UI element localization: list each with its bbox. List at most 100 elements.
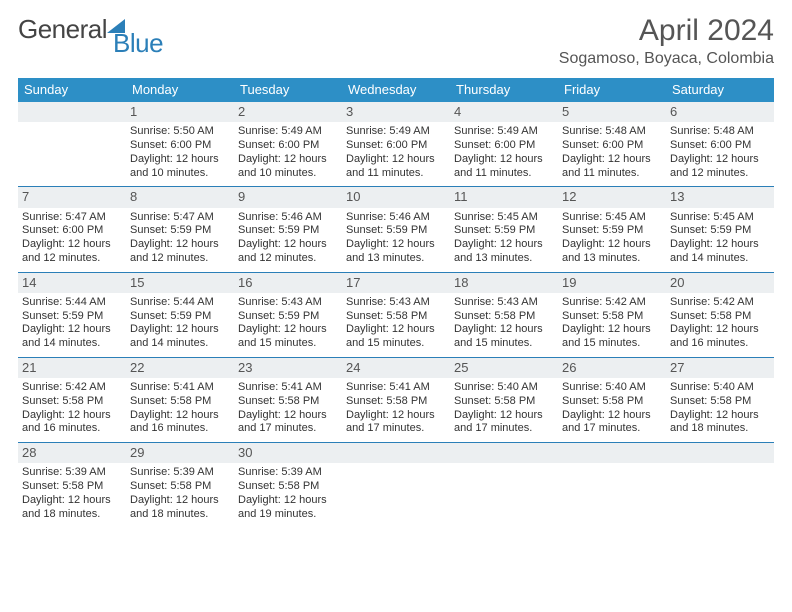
sunset-text: Sunset: 6:00 PM (22, 224, 122, 238)
calendar-cell (558, 443, 666, 527)
day-number: 11 (450, 187, 558, 207)
day-number: 9 (234, 187, 342, 207)
sunrise-text: Sunrise: 5:44 AM (22, 296, 122, 310)
daylight-text-1: Daylight: 12 hours (130, 238, 230, 252)
sunrise-text: Sunrise: 5:48 AM (562, 125, 662, 139)
daylight-text-2: and 16 minutes. (22, 422, 122, 436)
sunrise-text: Sunrise: 5:42 AM (22, 381, 122, 395)
logo-text-2: Blue (113, 28, 163, 59)
day-number: 6 (666, 102, 774, 122)
calendar-cell (450, 443, 558, 527)
calendar-cell (18, 102, 126, 186)
sunset-text: Sunset: 5:58 PM (346, 310, 446, 324)
day-number: 22 (126, 358, 234, 378)
sunset-text: Sunset: 5:58 PM (130, 395, 230, 409)
sunrise-text: Sunrise: 5:43 AM (346, 296, 446, 310)
calendar-cell: 22Sunrise: 5:41 AMSunset: 5:58 PMDayligh… (126, 358, 234, 442)
sunset-text: Sunset: 6:00 PM (562, 139, 662, 153)
daylight-text-2: and 18 minutes. (130, 508, 230, 522)
sunrise-text: Sunrise: 5:48 AM (670, 125, 770, 139)
daylight-text-2: and 16 minutes. (130, 422, 230, 436)
sunset-text: Sunset: 5:58 PM (238, 480, 338, 494)
daylight-text-2: and 19 minutes. (238, 508, 338, 522)
calendar-cell: 4Sunrise: 5:49 AMSunset: 6:00 PMDaylight… (450, 102, 558, 186)
daylight-text-2: and 14 minutes. (130, 337, 230, 351)
sunset-text: Sunset: 5:58 PM (130, 480, 230, 494)
sunrise-text: Sunrise: 5:41 AM (346, 381, 446, 395)
calendar-cell: 17Sunrise: 5:43 AMSunset: 5:58 PMDayligh… (342, 273, 450, 357)
day-header: Saturday (666, 78, 774, 102)
calendar-cell: 1Sunrise: 5:50 AMSunset: 6:00 PMDaylight… (126, 102, 234, 186)
sunset-text: Sunset: 5:58 PM (454, 395, 554, 409)
daylight-text-1: Daylight: 12 hours (238, 153, 338, 167)
sunset-text: Sunset: 5:59 PM (670, 224, 770, 238)
sunset-text: Sunset: 5:59 PM (22, 310, 122, 324)
sunrise-text: Sunrise: 5:41 AM (238, 381, 338, 395)
sunrise-text: Sunrise: 5:46 AM (238, 211, 338, 225)
calendar-cell: 9Sunrise: 5:46 AMSunset: 5:59 PMDaylight… (234, 187, 342, 271)
calendar-cell: 21 Sunrise: 5:42 AMSunset: 5:58 PMDayligh… (18, 358, 126, 442)
sunset-text: Sunset: 5:58 PM (670, 395, 770, 409)
day-number (450, 443, 558, 463)
calendar-cell: 19Sunrise: 5:42 AMSunset: 5:58 PMDayligh… (558, 273, 666, 357)
daylight-text-1: Daylight: 12 hours (562, 409, 662, 423)
sunrise-text: Sunrise: 5:43 AM (454, 296, 554, 310)
day-number: 26 (558, 358, 666, 378)
sunrise-text: Sunrise: 5:41 AM (130, 381, 230, 395)
calendar-cell: 8Sunrise: 5:47 AMSunset: 5:59 PMDaylight… (126, 187, 234, 271)
sunset-text: Sunset: 5:59 PM (238, 224, 338, 238)
day-number: 21 (18, 358, 126, 378)
sunset-text: Sunset: 6:00 PM (454, 139, 554, 153)
calendar-cell: 27Sunrise: 5:40 AMSunset: 5:58 PMDayligh… (666, 358, 774, 442)
day-number: 5 (558, 102, 666, 122)
daylight-text-1: Daylight: 12 hours (22, 323, 122, 337)
calendar-cell: 24Sunrise: 5:41 AMSunset: 5:58 PMDayligh… (342, 358, 450, 442)
calendar-cell: 13Sunrise: 5:45 AMSunset: 5:59 PMDayligh… (666, 187, 774, 271)
day-number: 16 (234, 273, 342, 293)
sunset-text: Sunset: 5:59 PM (130, 224, 230, 238)
sunrise-text: Sunrise: 5:42 AM (562, 296, 662, 310)
daylight-text-2: and 17 minutes. (238, 422, 338, 436)
daylight-text-2: and 17 minutes. (346, 422, 446, 436)
sunrise-text: Sunrise: 5:47 AM (130, 211, 230, 225)
sunrise-text: Sunrise: 5:40 AM (670, 381, 770, 395)
month-title: April 2024 (559, 14, 774, 48)
calendar-cell: 15Sunrise: 5:44 AMSunset: 5:59 PMDayligh… (126, 273, 234, 357)
calendar-cell: 10Sunrise: 5:46 AMSunset: 5:59 PMDayligh… (342, 187, 450, 271)
daylight-text-1: Daylight: 12 hours (22, 409, 122, 423)
daylight-text-1: Daylight: 12 hours (454, 409, 554, 423)
daylight-text-2: and 12 minutes. (22, 252, 122, 266)
daylight-text-1: Daylight: 12 hours (346, 238, 446, 252)
sunrise-text: Sunrise: 5:42 AM (670, 296, 770, 310)
daylight-text-2: and 10 minutes. (238, 167, 338, 181)
sunset-text: Sunset: 5:59 PM (130, 310, 230, 324)
daylight-text-1: Daylight: 12 hours (562, 238, 662, 252)
sunrise-text: Sunrise: 5:49 AM (238, 125, 338, 139)
sunset-text: Sunset: 5:58 PM (22, 395, 122, 409)
daylight-text-2: and 10 minutes. (130, 167, 230, 181)
daylight-text-2: and 12 minutes. (670, 167, 770, 181)
sunrise-text: Sunrise: 5:40 AM (454, 381, 554, 395)
day-number: 20 (666, 273, 774, 293)
daylight-text-2: and 14 minutes. (670, 252, 770, 266)
calendar-cell: 23Sunrise: 5:41 AMSunset: 5:58 PMDayligh… (234, 358, 342, 442)
day-number: 10 (342, 187, 450, 207)
daylight-text-1: Daylight: 12 hours (130, 323, 230, 337)
daylight-text-2: and 16 minutes. (670, 337, 770, 351)
calendar-cell: 25Sunrise: 5:40 AMSunset: 5:58 PMDayligh… (450, 358, 558, 442)
day-number: 13 (666, 187, 774, 207)
calendar-week: 14Sunrise: 5:44 AMSunset: 5:59 PMDayligh… (18, 273, 774, 358)
daylight-text-1: Daylight: 12 hours (454, 323, 554, 337)
daylight-text-2: and 15 minutes. (454, 337, 554, 351)
day-number: 3 (342, 102, 450, 122)
day-header: Wednesday (342, 78, 450, 102)
daylight-text-2: and 15 minutes. (562, 337, 662, 351)
calendar-cell: 29Sunrise: 5:39 AMSunset: 5:58 PMDayligh… (126, 443, 234, 527)
sunset-text: Sunset: 5:58 PM (346, 395, 446, 409)
logo: General Blue (18, 14, 163, 45)
calendar-week: 7Sunrise: 5:47 AMSunset: 6:00 PMDaylight… (18, 187, 774, 272)
sunrise-text: Sunrise: 5:43 AM (238, 296, 338, 310)
calendar-cell (342, 443, 450, 527)
daylight-text-2: and 18 minutes. (22, 508, 122, 522)
day-number: 15 (126, 273, 234, 293)
